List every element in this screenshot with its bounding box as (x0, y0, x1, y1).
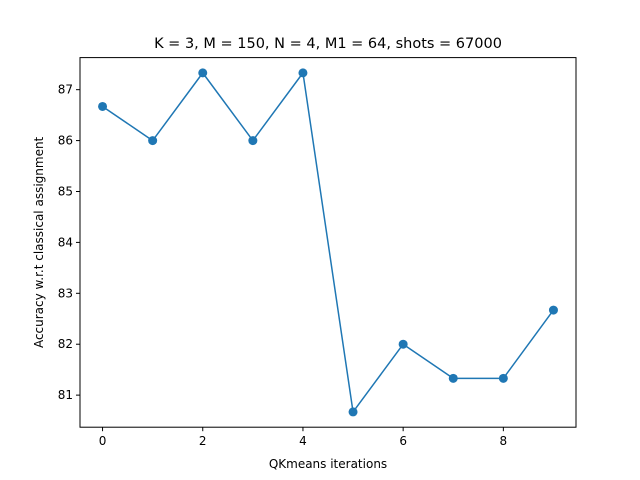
y-tick-label: 84 (58, 235, 73, 249)
data-point (398, 339, 408, 349)
x-tick-label: 0 (99, 434, 107, 448)
x-axis-label: QKmeans iterations (269, 457, 387, 471)
y-tick-label: 82 (58, 337, 73, 351)
x-tick-label: 4 (299, 434, 307, 448)
x-tick-label: 6 (399, 434, 407, 448)
y-tick-label: 81 (58, 388, 73, 402)
data-point (548, 305, 558, 315)
y-axis-label: Accuracy w.r.t classical assignment (32, 136, 46, 348)
y-tick-label: 85 (58, 184, 73, 198)
series-line (102, 72, 555, 413)
data-point (148, 136, 158, 146)
y-tick-label: 87 (58, 83, 73, 97)
x-tick-label: 8 (500, 434, 508, 448)
data-point (98, 101, 108, 111)
axes-frame (79, 57, 577, 428)
data-point (298, 68, 308, 78)
data-point (198, 68, 208, 78)
chart-title: K = 3, M = 150, N = 4, M1 = 64, shots = … (154, 36, 502, 52)
data-point (248, 136, 258, 146)
data-point (448, 373, 458, 383)
data-point (348, 407, 358, 417)
y-tick-label: 86 (58, 134, 73, 148)
x-tick-label: 2 (199, 434, 207, 448)
data-point (498, 373, 508, 383)
y-tick-label: 83 (58, 286, 73, 300)
plot-area: 0 2 4 6 8 81 82 83 84 85 86 87 (58, 68, 558, 448)
